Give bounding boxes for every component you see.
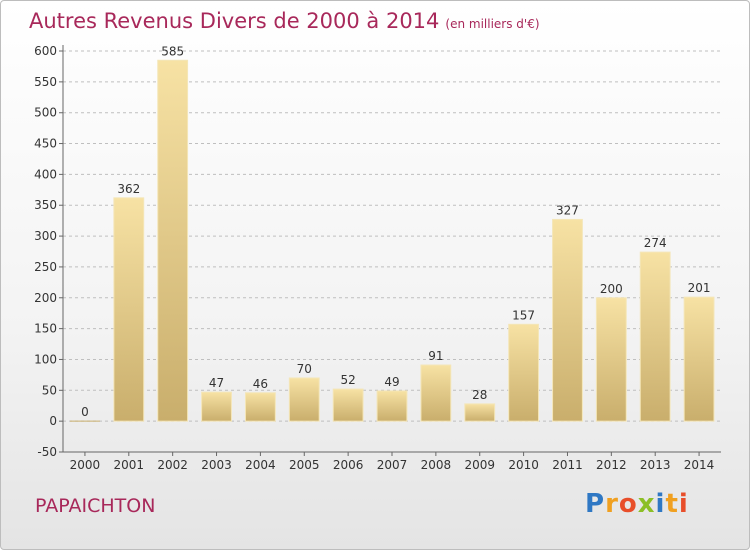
chart-title-unit: (en milliers d'€) xyxy=(445,17,540,31)
logo-letter: r xyxy=(605,489,619,519)
data-label-2012: 200 xyxy=(600,282,623,296)
data-label-2013: 274 xyxy=(644,236,667,250)
bar-2004 xyxy=(244,392,276,422)
commune-name: PAPAICHTON xyxy=(35,495,156,517)
bar-2003 xyxy=(201,391,232,422)
bar-2012 xyxy=(595,297,627,422)
y-tick-label: 300 xyxy=(34,229,57,243)
x-tick-label-2012: 2012 xyxy=(596,458,627,472)
y-tick-labels: -50 0 50 100 150 200 250 300 350 400 450 500 550 600 xyxy=(34,44,57,459)
y-tick-label: 500 xyxy=(34,106,57,120)
logo-letter: t xyxy=(665,489,679,519)
chart-title-text: Autres Revenus Divers de 2000 à 2014 xyxy=(29,9,440,33)
y-tick-label: 200 xyxy=(34,291,57,305)
data-label-2006: 52 xyxy=(340,373,355,387)
bar-2006 xyxy=(332,388,364,422)
y-tick-label: 350 xyxy=(34,198,57,212)
bars xyxy=(70,59,715,422)
x-tick-label-2005: 2005 xyxy=(289,458,320,472)
y-tick-label: 600 xyxy=(34,44,57,58)
bar-2005 xyxy=(288,377,320,422)
data-label-2000: 0 xyxy=(81,405,89,419)
x-tick-label-2003: 2003 xyxy=(201,458,232,472)
x-tick-label-2001: 2001 xyxy=(114,458,145,472)
data-label-2003: 47 xyxy=(209,376,224,390)
x-tick-label-2013: 2013 xyxy=(640,458,671,472)
x-tick-labels: 2000 2001 2002 2003 2004 2005 2006 2007 2008 2009… xyxy=(70,458,715,472)
logo-letter: x xyxy=(637,489,656,519)
chart-title: Autres Revenus Divers de 2000 à 2014 (en … xyxy=(29,9,540,33)
data-label-2010: 157 xyxy=(512,308,535,322)
bar-2011 xyxy=(552,218,583,422)
data-label-2014: 201 xyxy=(688,281,711,295)
x-tick-label-2002: 2002 xyxy=(157,458,188,472)
x-tick-label-2011: 2011 xyxy=(552,458,583,472)
y-tick-label: 400 xyxy=(34,167,57,181)
y-tick-label: -50 xyxy=(37,445,57,459)
logo-letter: i xyxy=(678,489,689,519)
data-label-2007: 49 xyxy=(384,375,399,389)
data-label-2005: 70 xyxy=(297,362,312,376)
y-tick-label: 0 xyxy=(49,414,57,428)
logo-letter: i xyxy=(655,489,666,519)
bar-2002 xyxy=(157,59,189,422)
bar-2008 xyxy=(420,364,452,422)
data-label-2009: 28 xyxy=(472,388,487,402)
y-tick-label: 550 xyxy=(34,75,57,89)
data-label-2004: 46 xyxy=(253,377,268,391)
y-tick-label: 50 xyxy=(42,383,57,397)
x-tick-label-2009: 2009 xyxy=(464,458,495,472)
y-tick-label: 150 xyxy=(34,322,57,336)
proxiti-logo[interactable]: Proxiti xyxy=(585,489,689,519)
x-tick-label-2006: 2006 xyxy=(333,458,364,472)
bar-2007 xyxy=(376,390,408,422)
data-label-2008: 91 xyxy=(428,349,443,363)
data-label-2011: 327 xyxy=(556,203,579,217)
y-tick-label: 100 xyxy=(34,352,57,366)
bar-2014 xyxy=(683,296,715,422)
bar-2001 xyxy=(113,197,145,422)
x-tick-label-2008: 2008 xyxy=(421,458,452,472)
y-tick-label: 450 xyxy=(34,137,57,151)
x-tick-label-2014: 2014 xyxy=(684,458,715,472)
data-labels: 0 362 585 47 46 70 52 49 91 28 157 327 200 274 201 xyxy=(81,44,710,419)
y-tick-label: 250 xyxy=(34,260,57,274)
logo-letter: o xyxy=(618,489,638,519)
data-label-2002: 585 xyxy=(161,44,184,58)
logo-letter: P xyxy=(585,489,606,519)
x-tick-label-2010: 2010 xyxy=(508,458,539,472)
axes xyxy=(59,45,721,456)
bar-2010 xyxy=(508,323,540,422)
x-tick-label-2004: 2004 xyxy=(245,458,276,472)
x-tick-label-2000: 2000 xyxy=(70,458,101,472)
data-label-2001: 362 xyxy=(117,182,140,196)
bar-2009 xyxy=(464,403,496,422)
bar-2013 xyxy=(639,251,671,422)
x-tick-label-2007: 2007 xyxy=(377,458,408,472)
